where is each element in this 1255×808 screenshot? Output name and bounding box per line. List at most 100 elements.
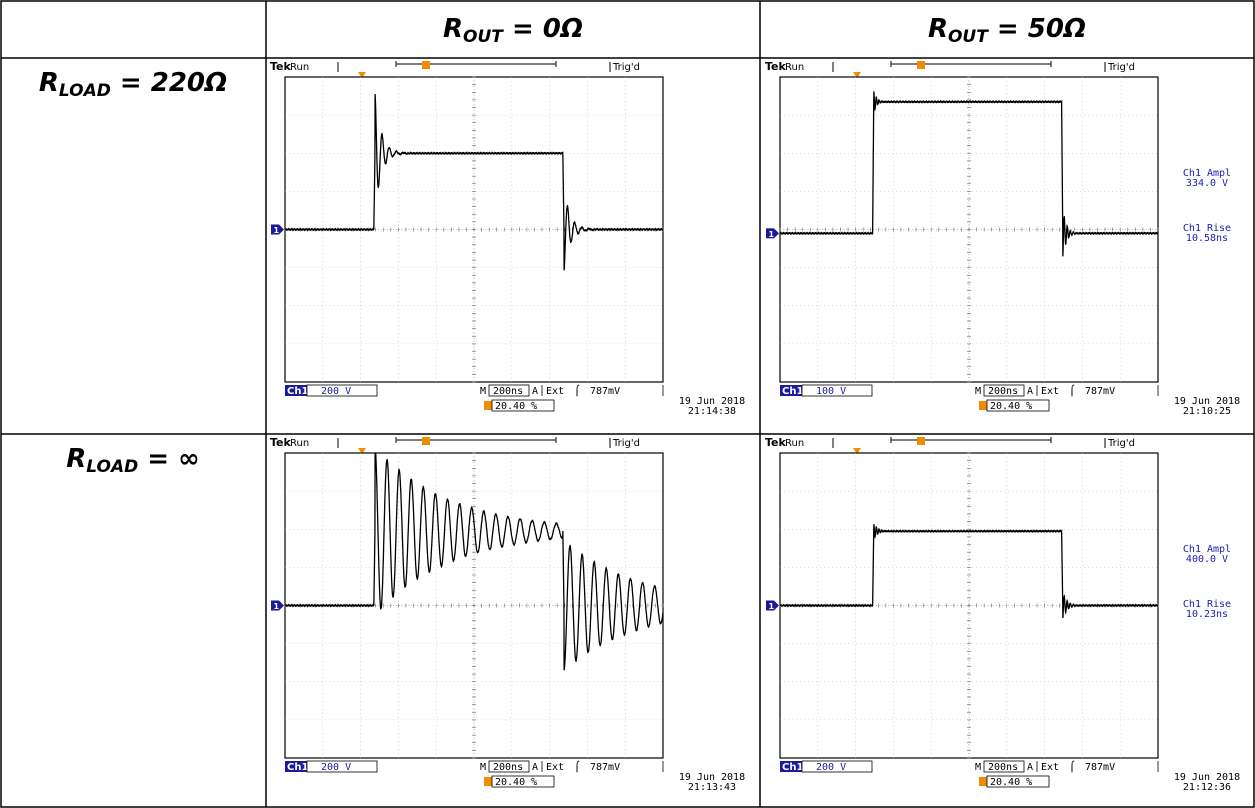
trigger-position-value: 20.40 % [495, 401, 537, 412]
ch-scale-box [801, 760, 873, 773]
scope-rloadinf-rout0: Tek Run Trig'd 1 Ch1 200 V M 200ns A Ext ⌠ 787mV 20.… [268, 436, 758, 806]
measurement-value: 10.23ns [1186, 609, 1228, 620]
waveform-trace [779, 91, 1159, 257]
trigger-level: 787mV [1085, 762, 1115, 773]
ch1-badge [285, 385, 307, 396]
ch-scale-box [801, 384, 873, 397]
run-state: Run [290, 62, 309, 73]
scope-screen: Tek Run Trig'd 1 Ch1 200 V M 200ns A Ext ⌠ 787mV 20.… [270, 436, 745, 793]
measurement-label: Ch1 Rise [1183, 599, 1231, 610]
trigger-status: Trig'd [1107, 62, 1135, 73]
trigger-position-small-icon [979, 401, 987, 410]
run-state: Run [290, 438, 309, 449]
capture-time: 21:12:36 [1183, 782, 1231, 793]
ch-scale-value: 200 V [321, 386, 351, 397]
timebase-value: 200ns [988, 386, 1018, 397]
capture-time: 21:14:38 [688, 406, 736, 417]
row-header-rload-220: RLOAD = 220Ω [38, 68, 228, 101]
trigger-status: Trig'd [612, 438, 640, 449]
channel-1-number: 1 [769, 230, 775, 239]
trigger-slope-icon: ⌠ [1069, 760, 1075, 773]
trigger-position-value: 20.40 % [495, 777, 537, 788]
trigger-source: Ext [546, 762, 564, 773]
channel-1-ground-arrow [279, 600, 284, 611]
ch1-label: Ch1 [287, 386, 308, 397]
timebase-box [983, 384, 1025, 397]
ch-scale-box [306, 384, 378, 397]
trigger-position-small-icon [484, 401, 492, 410]
timebase-value: 200ns [493, 762, 523, 773]
trigger-position-icon [422, 437, 430, 445]
trigger-position-box [986, 775, 1050, 788]
timebase-prefix: M [975, 386, 981, 397]
trigger-position-small-icon [979, 777, 987, 786]
trigger-position-icon [422, 61, 430, 69]
measurement-value: 400.0 V [1186, 554, 1228, 565]
capture-date: 19 Jun 2018 [679, 396, 745, 407]
scope-screen: Tek Run Trig'd 1 Ch1 100 V M 200ns A Ext ⌠ 787mV 20.… [765, 60, 1240, 417]
trigger-source-prefix: A [1027, 386, 1033, 397]
waveform-trace [779, 524, 1159, 618]
trigger-position-icon [917, 437, 925, 445]
timebase-value: 200ns [988, 762, 1018, 773]
ch-scale-value: 100 V [816, 386, 846, 397]
measurement-label: Ch1 Ampl [1183, 544, 1231, 555]
ch1-label: Ch1 [287, 762, 308, 773]
channel-1-ground-icon [766, 228, 774, 239]
ch1-label: Ch1 [782, 762, 803, 773]
trigger-level: 787mV [590, 762, 620, 773]
channel-1-number: 1 [274, 602, 280, 611]
capture-time: 21:13:43 [688, 782, 736, 793]
channel-1-ground-icon [271, 600, 279, 611]
measurement-value: 10.58ns [1186, 233, 1228, 244]
scope-rload220-rout50: Tek Run Trig'd 1 Ch1 100 V M 200ns A Ext ⌠ 787mV 20.… [763, 60, 1253, 430]
trigger-arrow-icon [358, 448, 366, 454]
run-state: Run [785, 438, 804, 449]
timebase-prefix: M [480, 386, 486, 397]
capture-date: 19 Jun 2018 [1174, 396, 1240, 407]
timebase-value: 200ns [493, 386, 523, 397]
ch1-badge [780, 761, 802, 772]
channel-1-ground-arrow [279, 224, 284, 235]
run-state: Run [785, 62, 804, 73]
trigger-slope-icon: ⌠ [1069, 384, 1075, 397]
trigger-source: Ext [1041, 762, 1059, 773]
brand-label: Tek [765, 60, 787, 73]
brand-label: Tek [270, 60, 292, 73]
channel-1-number: 1 [274, 226, 280, 235]
ch-scale-box [306, 760, 378, 773]
brand-label: Tek [270, 436, 292, 449]
capture-date: 19 Jun 2018 [1174, 772, 1240, 783]
ch-scale-value: 200 V [816, 762, 846, 773]
ch1-badge [285, 761, 307, 772]
channel-1-ground-icon [271, 224, 279, 235]
ch-scale-value: 200 V [321, 762, 351, 773]
timebase-prefix: M [975, 762, 981, 773]
row-header-rload-inf: RLOAD = ∞ [66, 444, 200, 477]
timebase-box [488, 384, 530, 397]
channel-1-ground-arrow [774, 600, 779, 611]
trigger-source-prefix: A [532, 762, 538, 773]
column-header-rout-50: ROUT = 50Ω [927, 14, 1087, 47]
trigger-arrow-icon [853, 448, 861, 454]
trigger-arrow-icon [853, 72, 861, 78]
trigger-slope-icon: ⌠ [574, 760, 580, 773]
graticule [779, 76, 1159, 383]
channel-1-ground-arrow [774, 228, 779, 239]
trigger-position-value: 20.40 % [990, 401, 1032, 412]
channel-1-number: 1 [769, 602, 775, 611]
trigger-source-prefix: A [1027, 762, 1033, 773]
trigger-arrow-icon [358, 72, 366, 78]
trigger-status: Trig'd [612, 62, 640, 73]
brand-label: Tek [765, 436, 787, 449]
timebase-prefix: M [480, 762, 486, 773]
trigger-slope-icon: ⌠ [574, 384, 580, 397]
scope-screen: Tek Run Trig'd 1 Ch1 200 V M 200ns A Ext ⌠ 787mV 20.… [270, 60, 745, 417]
trigger-level: 787mV [1085, 386, 1115, 397]
channel-1-ground-icon [766, 600, 774, 611]
scope-rloadinf-rout50: Tek Run Trig'd 1 Ch1 200 V M 200ns A Ext ⌠ 787mV 20.… [763, 436, 1253, 806]
trigger-status: Trig'd [1107, 438, 1135, 449]
measurement-label: Ch1 Ampl [1183, 168, 1231, 179]
trigger-source-prefix: A [532, 386, 538, 397]
